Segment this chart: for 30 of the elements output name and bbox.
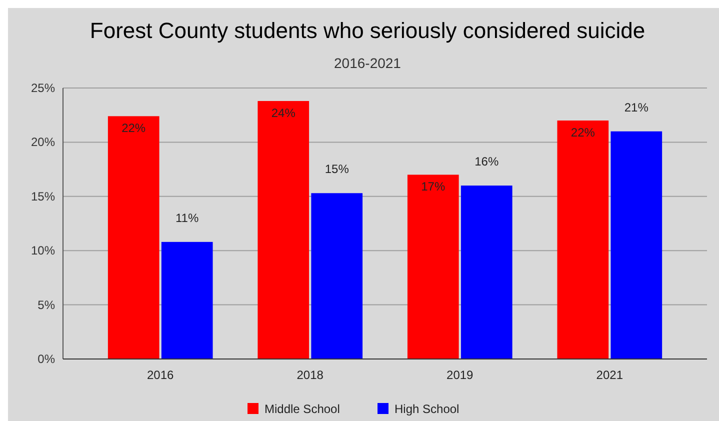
y-tick-label: 0% <box>38 352 56 366</box>
x-tick-label: 2021 <box>596 368 624 382</box>
y-tick-label: 15% <box>30 189 56 204</box>
chart-subtitle: 2016-2021 <box>334 55 402 71</box>
bar <box>108 116 160 359</box>
data-label: 24% <box>271 106 296 120</box>
legend-label: Middle School <box>264 402 340 416</box>
bar <box>610 131 662 359</box>
data-label: 22% <box>570 126 596 140</box>
bar <box>311 193 363 359</box>
data-label: 11% <box>176 210 199 225</box>
y-tick-label: 5% <box>38 298 56 312</box>
x-tick-label: 2019 <box>446 368 474 382</box>
legend-label: High School <box>394 402 460 416</box>
y-tick-label: 20% <box>30 135 56 150</box>
bar <box>161 242 213 359</box>
data-label: 16% <box>474 154 499 169</box>
bar <box>460 186 512 359</box>
x-tick-label: 2018 <box>296 368 324 382</box>
y-tick-label: 25% <box>30 81 56 95</box>
data-label: 21% <box>624 100 649 114</box>
bar <box>407 174 459 359</box>
bar <box>258 101 310 359</box>
bar <box>557 120 609 359</box>
chart-title: Forest County students who seriously considered suicide <box>90 18 646 43</box>
data-label: 15% <box>324 162 350 176</box>
data-label: 17% <box>421 180 446 194</box>
data-label: 22% <box>122 121 146 136</box>
y-tick-label: 10% <box>30 244 56 258</box>
x-tick-label: 2016 <box>146 368 174 382</box>
